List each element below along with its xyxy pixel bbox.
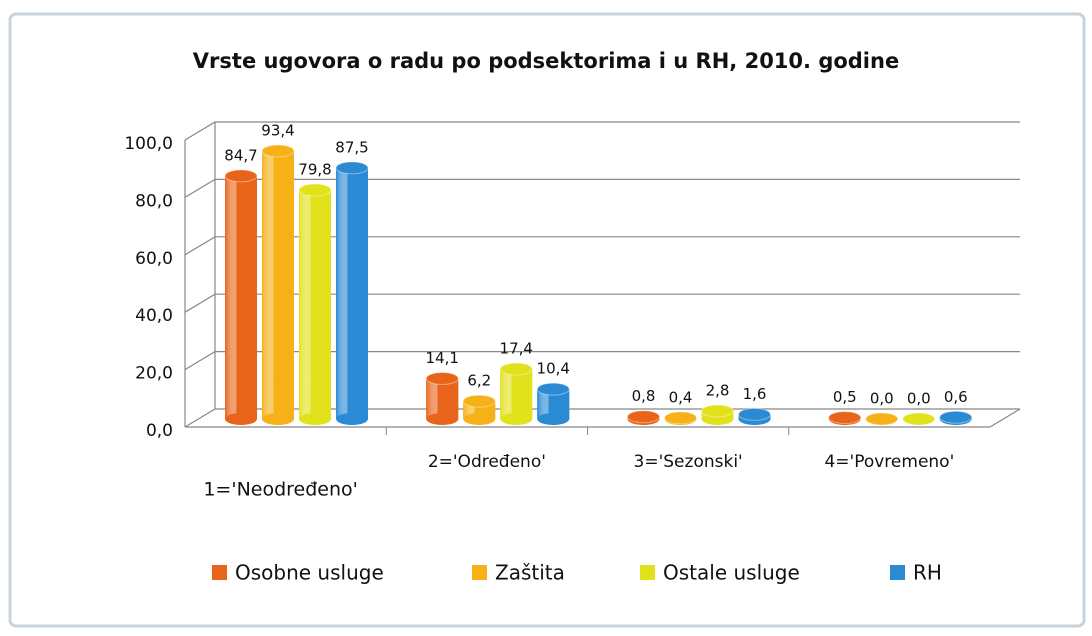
y-tick-label: 80,0 — [135, 191, 173, 211]
x-tick-label: 2='Određeno' — [428, 452, 546, 472]
bar-base — [500, 413, 533, 425]
value-label: 2,8 — [706, 381, 730, 399]
value-label: 84,7 — [224, 146, 257, 164]
legend-swatch — [212, 565, 227, 580]
bar-shade — [262, 150, 294, 419]
bar-base — [336, 413, 368, 425]
x-tick-label: 1='Neodređeno' — [203, 479, 358, 501]
bar-top — [738, 407, 771, 421]
bar-top — [335, 161, 369, 175]
value-label: 10,4 — [537, 360, 570, 378]
bar-top — [224, 169, 258, 183]
value-label: 0,6 — [944, 388, 968, 406]
value-label: 14,1 — [426, 349, 459, 367]
value-label: 79,8 — [298, 160, 331, 178]
value-label: 0,4 — [669, 388, 693, 406]
bar-base — [426, 413, 459, 425]
legend-label: RH — [913, 561, 942, 585]
value-label: 93,4 — [261, 121, 294, 139]
value-label: 6,2 — [467, 372, 491, 390]
legend-label: Ostale usluge — [663, 561, 800, 585]
chart-title: Vrste ugovora o radu po podsektorima i u… — [193, 49, 899, 73]
bar-base — [463, 413, 496, 425]
legend-swatch — [890, 565, 905, 580]
bar-top — [462, 394, 496, 408]
legend-label: Zaštita — [495, 561, 565, 585]
legend-swatch — [472, 565, 487, 580]
bar-top — [939, 410, 973, 424]
bar-top — [261, 144, 295, 158]
bar-base — [225, 413, 257, 425]
y-tick-label: 20,0 — [135, 364, 173, 384]
bar-base — [299, 413, 331, 425]
legend-label: Osobne usluge — [235, 561, 384, 585]
y-tick-label: 0,0 — [146, 421, 173, 441]
bar-top — [701, 404, 734, 418]
value-label: 0,5 — [833, 388, 857, 406]
bar-top — [536, 382, 570, 396]
bar-base — [262, 413, 294, 425]
bar-top — [627, 410, 660, 424]
legend-swatch — [640, 565, 655, 580]
bar-top — [499, 362, 533, 376]
bar-shade — [336, 167, 368, 419]
floor-edge — [989, 408, 1021, 428]
bar-shade — [500, 369, 533, 419]
bar-base — [537, 413, 570, 425]
value-label: 87,5 — [335, 138, 368, 156]
x-tick-label: 4='Povremeno' — [824, 452, 954, 472]
value-label: 0,0 — [907, 390, 931, 408]
y-tick-label: 40,0 — [135, 306, 173, 326]
bar-top — [298, 183, 332, 197]
x-tick-label: 3='Sezonski' — [634, 452, 743, 472]
bar-top — [902, 412, 936, 426]
value-label: 1,6 — [743, 385, 767, 403]
bar-top — [664, 411, 697, 425]
bar-top — [865, 412, 899, 426]
bar-top — [425, 372, 459, 386]
y-tick-label: 100,0 — [124, 134, 173, 154]
value-label: 0,8 — [632, 387, 656, 405]
bar-shade — [225, 175, 257, 419]
value-label: 0,0 — [870, 390, 894, 408]
value-label: 17,4 — [500, 340, 533, 358]
bar-shade — [299, 189, 331, 419]
y-tick-label: 60,0 — [135, 249, 173, 269]
bar-shade — [426, 378, 459, 419]
bar-top — [828, 411, 862, 425]
